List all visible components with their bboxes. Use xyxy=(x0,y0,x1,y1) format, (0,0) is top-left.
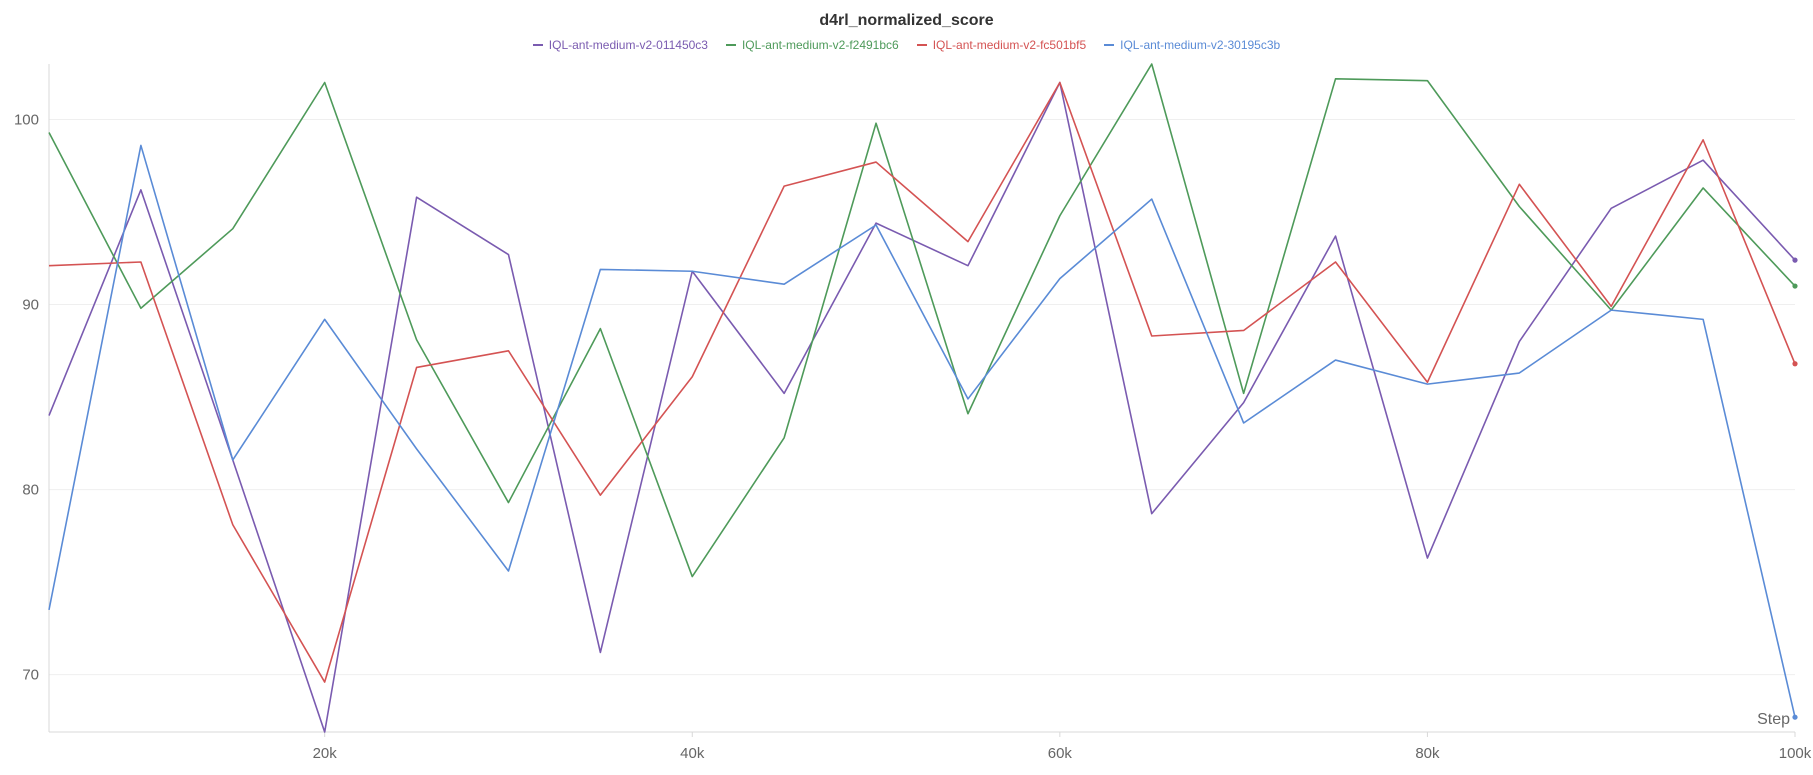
series-group xyxy=(48,63,1798,733)
legend-label: IQL-ant-medium-v2-f2491bc6 xyxy=(741,38,899,52)
series-endpoint-IQL-ant-medium-v2-f2491bc6 xyxy=(1792,283,1798,289)
x-tick-label: 40k xyxy=(680,745,705,762)
series-endpoint-IQL-ant-medium-v2-30195c3b xyxy=(1792,714,1798,720)
series-endpoint-IQL-ant-medium-v2-011450c3 xyxy=(1792,257,1798,263)
y-tick-label: 100 xyxy=(14,112,39,129)
series-endpoint-IQL-ant-medium-v2-fc501bf5 xyxy=(1792,361,1798,367)
x-axis-label: Step xyxy=(1757,711,1790,728)
x-tick-label: 60k xyxy=(1048,745,1073,762)
y-tick-label: 70 xyxy=(22,667,39,684)
legend-swatch xyxy=(1104,44,1115,46)
chart-title: d4rl_normalized_score xyxy=(819,12,994,29)
legend-item[interactable]: IQL-ant-medium-v2-30195c3b xyxy=(1104,38,1280,52)
x-tick-label: 20k xyxy=(313,745,338,762)
legend-label: IQL-ant-medium-v2-011450c3 xyxy=(548,38,708,52)
legend-item[interactable]: IQL-ant-medium-v2-f2491bc6 xyxy=(725,38,899,52)
series-line-IQL-ant-medium-v2-f2491bc6 xyxy=(48,63,1796,578)
legend-item[interactable]: IQL-ant-medium-v2-fc501bf5 xyxy=(916,38,1087,52)
y-tick-label: 90 xyxy=(22,297,39,314)
y-tick-label: 80 xyxy=(22,482,39,499)
series-line-IQL-ant-medium-v2-011450c3 xyxy=(48,81,1796,733)
legend-swatch xyxy=(916,44,927,46)
legend: IQL-ant-medium-v2-011450c3 IQL-ant-medium… xyxy=(0,38,1813,52)
series-line-IQL-ant-medium-v2-30195c3b xyxy=(48,144,1796,718)
legend-label: IQL-ant-medium-v2-30195c3b xyxy=(1120,38,1281,52)
x-tick-label: 80k xyxy=(1415,745,1440,762)
legend-swatch xyxy=(725,44,736,46)
legend-label: IQL-ant-medium-v2-fc501bf5 xyxy=(932,38,1087,52)
legend-item[interactable]: IQL-ant-medium-v2-011450c3 xyxy=(532,38,708,52)
legend-swatch xyxy=(532,44,543,46)
x-tick-label: 100k xyxy=(1779,745,1812,762)
series-line-IQL-ant-medium-v2-fc501bf5 xyxy=(48,81,1796,683)
